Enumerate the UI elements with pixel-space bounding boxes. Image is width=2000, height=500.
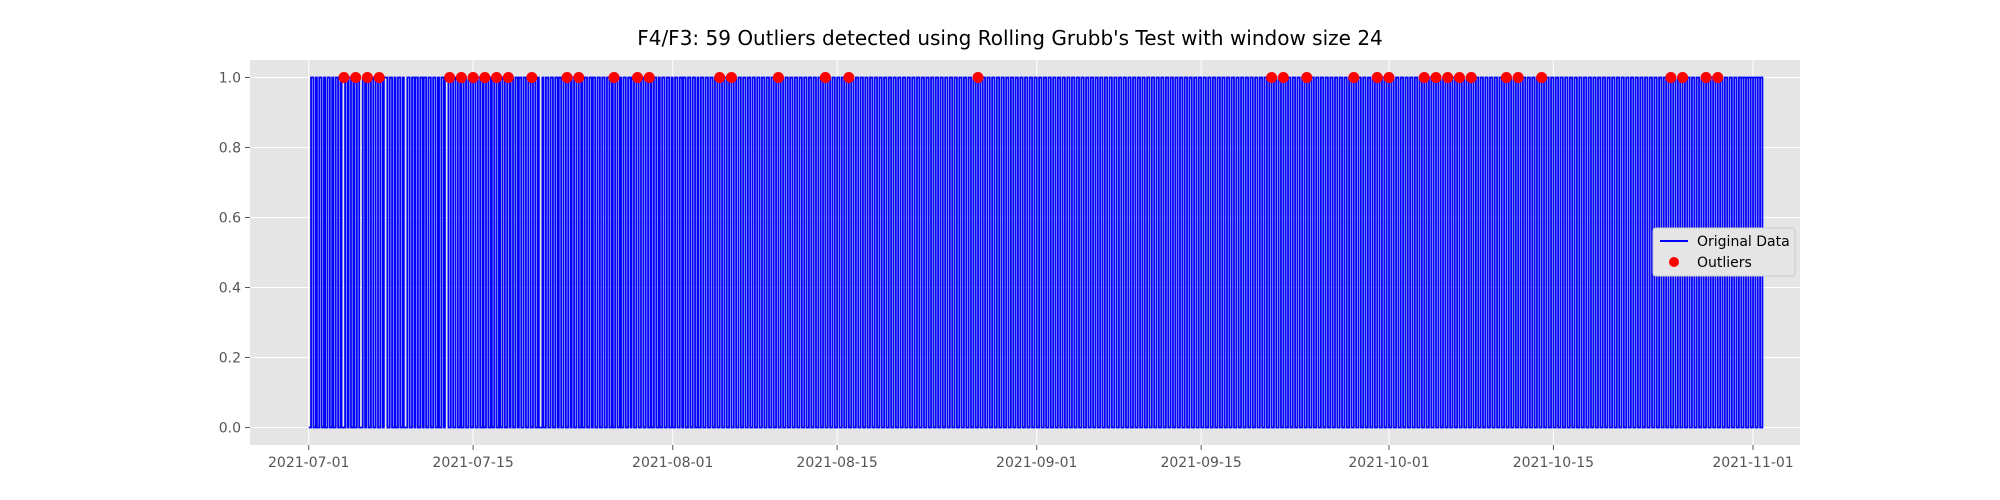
outlier-point [1266,72,1278,83]
outlier-point [725,72,737,83]
x-tick-label: 2021-10-01 [1348,455,1429,471]
outlier-point [1453,72,1465,83]
legend-label-outliers: Outliers [1697,255,1752,271]
outlier-point [1301,72,1313,83]
outlier-point [338,72,350,83]
outlier-point [643,72,655,83]
outlier-point [455,72,467,83]
outlier-point [491,72,503,83]
outlier-point [444,72,456,83]
outlier-point [1348,72,1360,83]
legend: Original Data Outliers [1652,227,1796,277]
y-tick-label: 0.0 [219,421,241,437]
outlier-point [1700,72,1712,83]
outlier-point [1383,72,1395,83]
outlier-point [1465,72,1477,83]
x-tick-label: 2021-08-01 [632,455,713,471]
outlier-point [573,72,585,83]
outlier-point [843,72,855,83]
outlier-point [1677,72,1689,83]
x-tick-label: 2021-09-01 [996,455,1077,471]
outlier-point [561,72,573,83]
outlier-point [467,72,479,83]
outlier-point [819,72,831,83]
x-tick-label: 2021-10-15 [1513,455,1594,471]
y-tick-label: 0.2 [219,351,241,367]
outlier-point [1665,72,1677,83]
outlier-point [526,72,538,83]
outlier-point [1536,72,1548,83]
y-tick-label: 0.8 [219,141,241,157]
outlier-point [1418,72,1430,83]
x-tick-label: 2021-11-01 [1712,455,1793,471]
outlier-point [1277,72,1289,83]
outlier-point [608,72,620,83]
x-tick-label: 2021-09-15 [1160,455,1241,471]
x-tick-label: 2021-08-15 [796,455,877,471]
outlier-point [714,72,726,83]
y-tick-label: 1.0 [219,71,241,87]
outlier-point [1430,72,1442,83]
outlier-point [373,72,385,83]
y-axis: 0.0 0.2 0.4 0.6 0.8 1.0 [219,71,250,437]
outlier-point [1371,72,1383,83]
y-tick-label: 0.4 [219,281,241,297]
series-line-original-data [308,76,1764,429]
outlier-point [1500,72,1512,83]
series-layer [308,72,1764,429]
outlier-point [632,72,643,83]
outlier-point [1512,72,1524,83]
x-tick-label: 2021-07-15 [432,455,513,471]
x-axis: 2021-07-01 2021-07-15 2021-08-01 2021-08-15… [268,445,1794,471]
outlier-point [361,72,373,83]
outlier-point [1442,72,1454,83]
outlier-point [479,72,491,83]
x-tick-label: 2021-07-01 [268,455,349,471]
outlier-point [1712,72,1724,83]
legend-label-original-data: Original Data [1697,234,1790,250]
legend-dot-marker [1669,257,1679,267]
outlier-point [772,72,784,83]
y-tick-label: 0.6 [219,211,241,227]
legend-box [1652,227,1796,277]
outlier-point [350,72,362,83]
outlier-point [972,72,984,83]
outlier-point [502,72,514,83]
chart-title: F4/F3: 59 Outliers detected using Rollin… [637,26,1383,50]
